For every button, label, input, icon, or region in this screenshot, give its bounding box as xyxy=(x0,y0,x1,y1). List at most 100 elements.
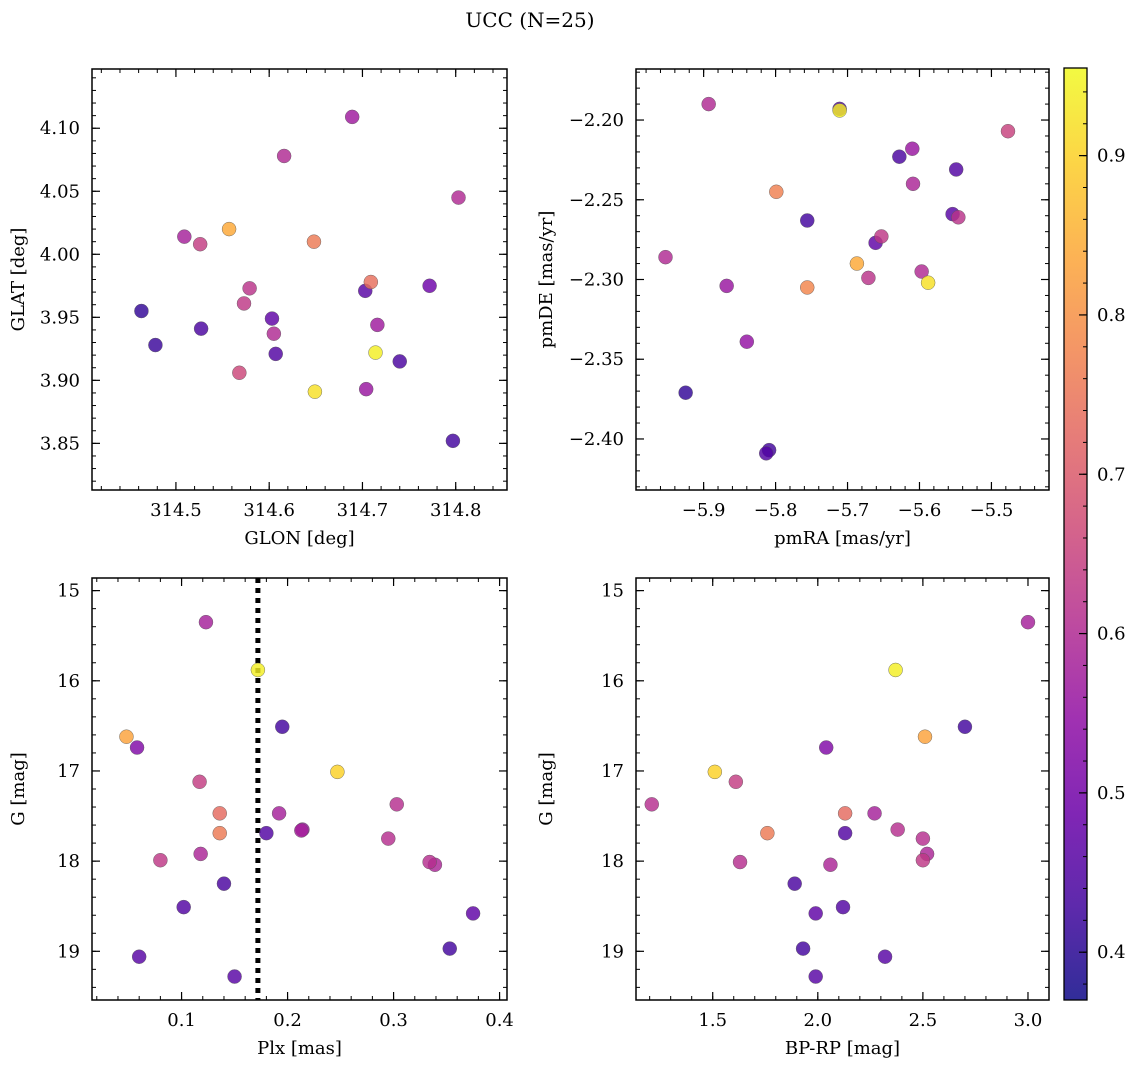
x-tick-label: 314.7 xyxy=(337,500,389,521)
scatter-point xyxy=(1020,614,1036,630)
scatter-point xyxy=(129,740,145,755)
x-tick-label: 3.0 xyxy=(1014,1010,1043,1031)
scatter-point xyxy=(832,103,847,118)
x-tick-label: −5.8 xyxy=(754,500,798,521)
x-axis-label: BP-RP [mag] xyxy=(785,1038,900,1059)
x-tick-label: 314.8 xyxy=(430,500,482,521)
scatter-point xyxy=(276,148,292,164)
scatter-point xyxy=(800,213,815,228)
axes-frame xyxy=(91,68,508,491)
y-tick-label: −2.20 xyxy=(569,110,624,131)
scatter-point xyxy=(176,899,191,915)
x-tick-label: 1.5 xyxy=(698,1010,727,1031)
y-tick-label: −2.35 xyxy=(569,349,624,370)
colorbar-fill xyxy=(1064,68,1087,1000)
y-tick-label: −2.25 xyxy=(569,190,624,211)
scatter-point xyxy=(905,141,920,156)
colorbar-tick-label: 0.9 xyxy=(1097,146,1126,167)
y-tick-label: 3.90 xyxy=(40,370,80,391)
y-tick-label: 18 xyxy=(601,851,624,872)
y-axis-label: G [mag] xyxy=(8,752,29,825)
scatter-point xyxy=(389,797,404,812)
scatter-point xyxy=(658,249,673,265)
scatter-point xyxy=(358,381,374,397)
scatter-point xyxy=(131,949,147,964)
scatter-point xyxy=(198,614,214,630)
x-axis-label: pmRA [mas/yr] xyxy=(774,528,911,549)
x-tick-label: −5.7 xyxy=(826,500,870,521)
scatter-point xyxy=(442,941,457,956)
scatter-point xyxy=(236,296,252,311)
y-tick-label: 15 xyxy=(57,581,80,602)
colorbar-tick-label: 0.5 xyxy=(1097,783,1126,804)
x-tick-label: −5.9 xyxy=(682,500,726,521)
y-axis-label: GLAT [deg] xyxy=(8,228,29,332)
y-tick-label: 17 xyxy=(601,761,624,782)
scatter-point xyxy=(874,229,889,244)
scatter-point xyxy=(808,906,823,921)
scatter-point xyxy=(259,825,274,841)
scatter-point xyxy=(193,321,209,336)
scatter-point xyxy=(268,346,283,362)
scatter-point xyxy=(905,176,921,192)
scatter-point xyxy=(242,281,257,296)
scatter-point xyxy=(769,184,784,199)
scatter-point xyxy=(275,719,290,734)
y-tick-label: 19 xyxy=(57,941,80,962)
x-tick-label: 0.4 xyxy=(485,1010,514,1031)
axes-frame xyxy=(91,577,508,1001)
scatter-point xyxy=(837,806,853,821)
scatter-point xyxy=(192,774,207,789)
scatter-point xyxy=(294,823,309,838)
x-tick-label: 0.1 xyxy=(167,1010,196,1031)
scatter-point xyxy=(849,256,865,271)
scatter-point xyxy=(445,433,461,449)
scatter-point xyxy=(888,662,903,678)
colorbar-tick-label: 0.8 xyxy=(1097,305,1126,326)
scatter-point xyxy=(381,831,396,846)
scatter-point xyxy=(867,806,882,821)
y-tick-label: −2.40 xyxy=(569,429,624,450)
scatter-point xyxy=(951,210,966,225)
scatter-point xyxy=(914,264,929,279)
y-tick-label: 3.85 xyxy=(40,433,80,454)
scatter-point xyxy=(212,825,227,841)
y-tick-label: 4.05 xyxy=(40,181,80,202)
x-tick-label: 2.5 xyxy=(909,1010,938,1031)
scatter-point xyxy=(266,326,282,341)
scatter-point xyxy=(644,797,659,812)
x-tick-label: 0.2 xyxy=(273,1010,302,1031)
scatter-point xyxy=(759,446,774,461)
colorbar-tick-label: 0.4 xyxy=(1097,942,1126,963)
scatter-point xyxy=(719,278,734,294)
scatter-point xyxy=(271,806,287,821)
scatter-point xyxy=(422,854,437,870)
scatter-point xyxy=(701,96,716,112)
scatter-point xyxy=(193,846,208,862)
x-tick-label: −5.6 xyxy=(898,500,942,521)
scatter-point xyxy=(451,190,466,205)
y-tick-label: 16 xyxy=(57,671,80,692)
scatter-point xyxy=(370,317,385,333)
y-tick-label: 4.00 xyxy=(40,244,80,265)
scatter-point xyxy=(823,857,838,872)
y-tick-label: 19 xyxy=(601,941,624,962)
scatter-point xyxy=(363,274,379,290)
scatter-point xyxy=(264,311,280,326)
scatter-point xyxy=(957,719,973,734)
scatter-point xyxy=(917,729,933,744)
colorbar-tick-label: 0.6 xyxy=(1097,624,1126,645)
y-tick-label: 17 xyxy=(57,761,80,782)
scatter-point xyxy=(153,853,168,868)
scatter-point xyxy=(707,764,723,780)
scatter-point xyxy=(819,740,834,755)
y-axis-label: G [mag] xyxy=(536,752,557,825)
scatter-point xyxy=(177,229,192,244)
y-tick-label: 18 xyxy=(57,851,80,872)
scatter-point xyxy=(787,876,802,891)
panel-plx-g: 0.1 0.2 0.3 0.4 15 16 17 18 19 Plx [mas] G [mag] xyxy=(8,577,514,1059)
scatter-point xyxy=(1000,123,1016,139)
colorbar-tick-label: 0.7 xyxy=(1097,464,1126,485)
colorbar-frame xyxy=(1063,67,1088,1001)
